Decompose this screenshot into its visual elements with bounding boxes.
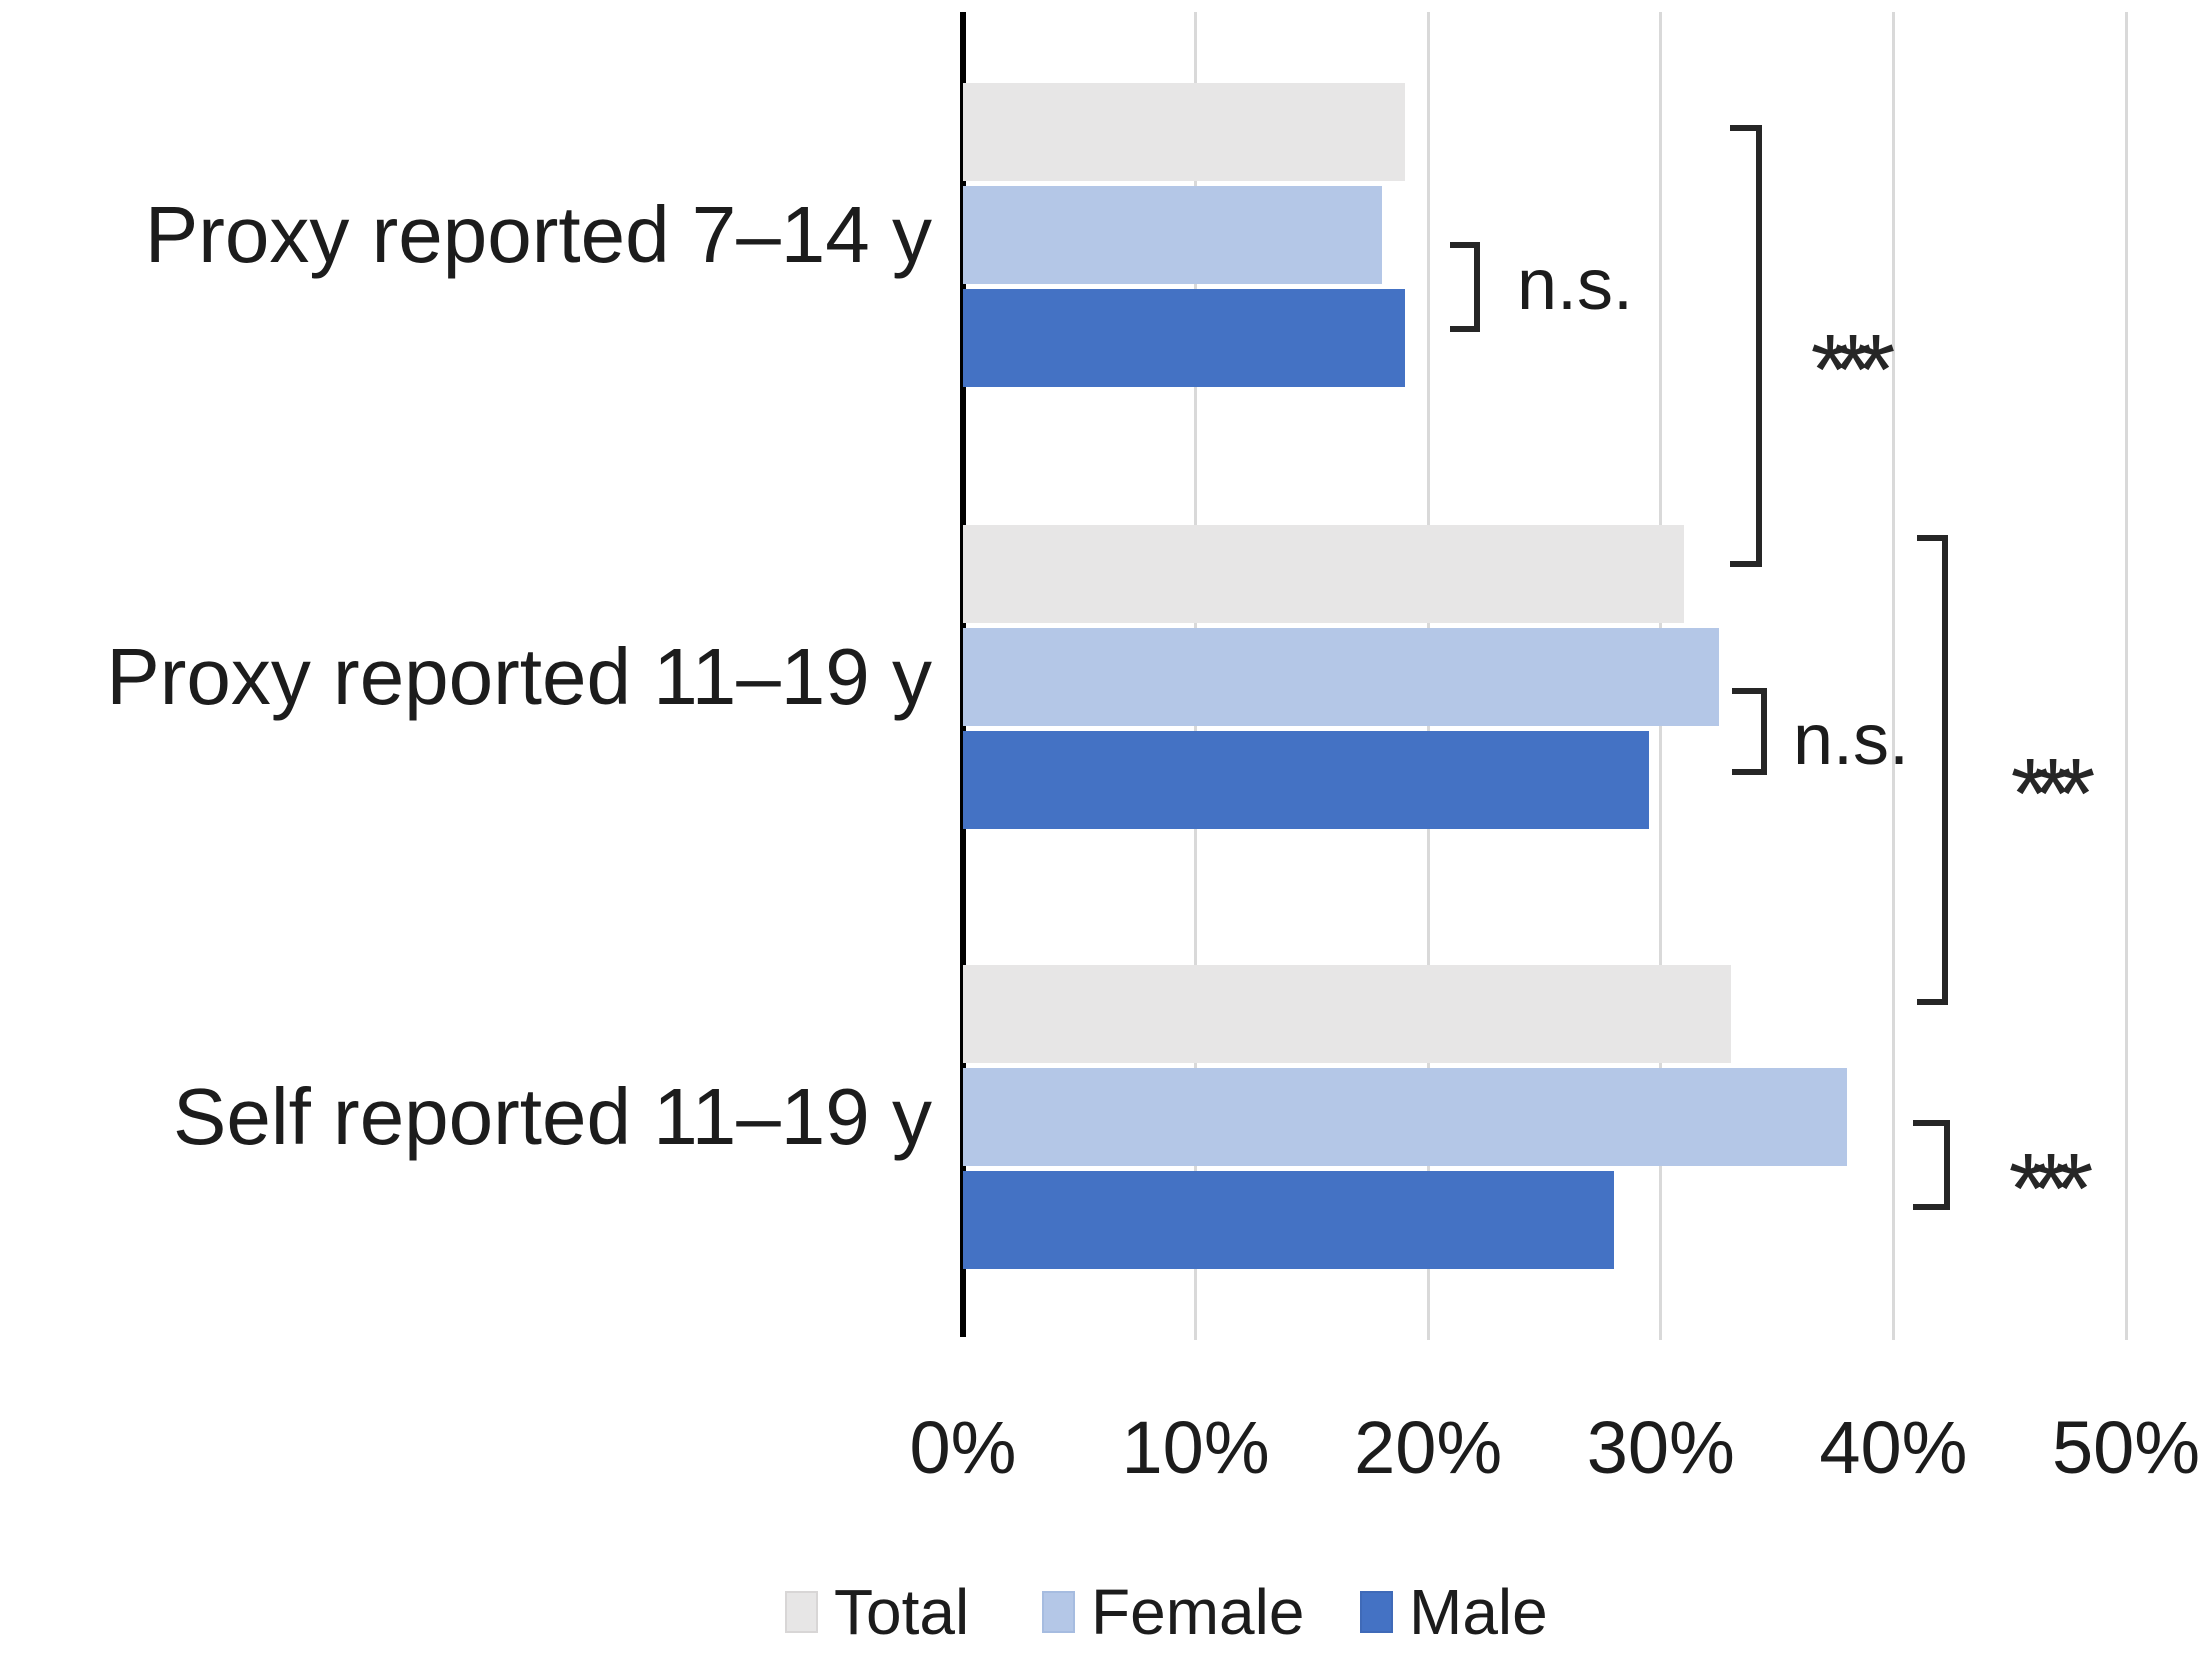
x-tick-label: 40% <box>1819 1406 1968 1489</box>
bar-total-group2 <box>963 525 1684 623</box>
bar-total-group1 <box>963 83 1405 181</box>
bar-female-group2 <box>963 628 1719 726</box>
category-label: Self reported 11–19 y <box>172 1072 932 1161</box>
bar-male-group3 <box>963 1171 1614 1269</box>
x-tick-label: 0% <box>909 1406 1017 1489</box>
x-tick-label: 30% <box>1586 1406 1735 1489</box>
significance-label: n.s. <box>1517 245 1634 325</box>
gridline <box>1891 12 1895 1340</box>
significance-bracket <box>1732 688 1767 775</box>
significance-label: n.s. <box>1793 700 1910 780</box>
significance-bracket <box>1917 535 1948 1005</box>
bar-male-group2 <box>963 731 1649 829</box>
significance-bracket <box>1450 242 1480 332</box>
x-tick-label: 50% <box>2051 1406 2201 1489</box>
significance-bracket <box>1913 1120 1950 1210</box>
significance-label: *** <box>1810 314 1896 426</box>
legend-label-total: Total <box>834 1576 970 1648</box>
significance-label: *** <box>2008 1133 2094 1245</box>
bar-total-group3 <box>963 965 1731 1063</box>
bar-female-group3 <box>963 1068 1847 1166</box>
legend-label-male: Male <box>1409 1576 1548 1648</box>
gridline <box>2124 12 2128 1340</box>
legend-swatch-male <box>1360 1591 1393 1633</box>
significance-label: *** <box>2010 738 2096 850</box>
x-tick-label: 10% <box>1121 1406 1270 1489</box>
bar-male-group1 <box>963 289 1405 387</box>
category-label: Proxy reported 11–19 y <box>106 632 932 721</box>
category-label: Proxy reported 7–14 y <box>144 190 932 279</box>
significance-bracket <box>1730 125 1762 567</box>
bar-female-group1 <box>963 186 1382 284</box>
x-tick-label: 20% <box>1354 1406 1503 1489</box>
legend-label-female: Female <box>1091 1576 1305 1648</box>
legend-swatch-total <box>785 1591 818 1633</box>
legend-swatch-female <box>1042 1591 1075 1633</box>
